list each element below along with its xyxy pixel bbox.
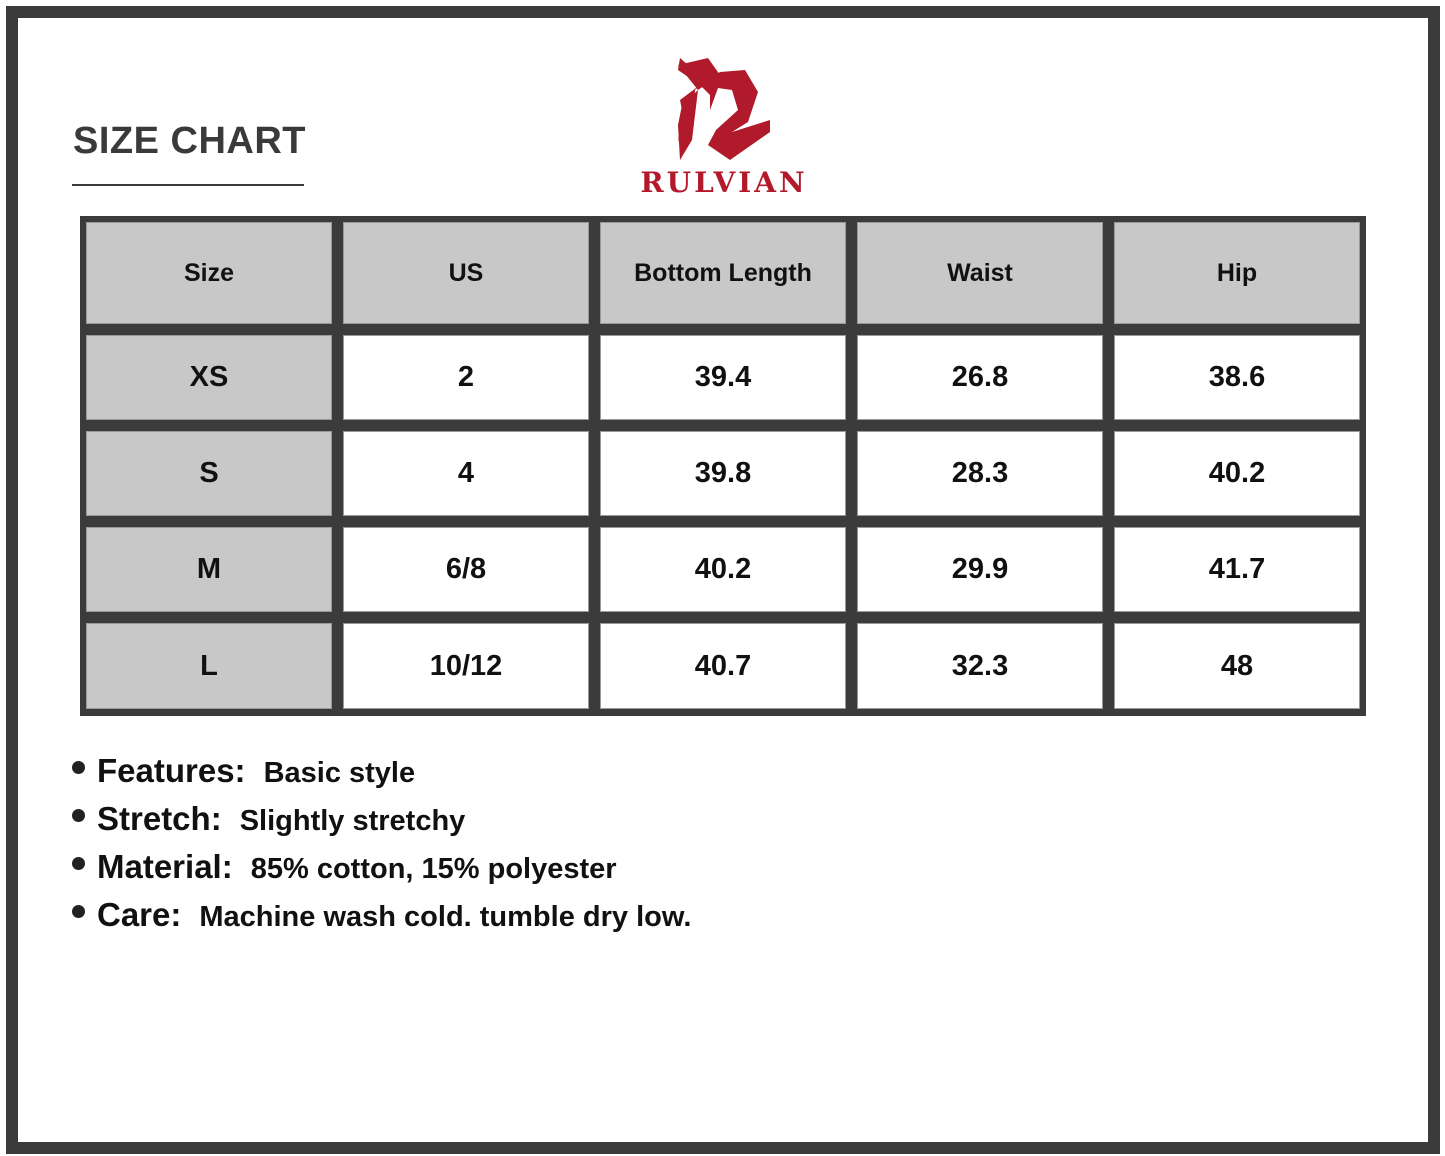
size-label-cell: L — [86, 623, 332, 709]
column-header: Waist — [857, 222, 1103, 324]
size-table: Size US Bottom Length Waist Hip XS 2 39.4 26.8 38… — [80, 216, 1366, 716]
brand-logo-icon — [678, 58, 770, 160]
column-header: Size — [86, 222, 332, 324]
table-cell: 2 — [343, 335, 589, 420]
feature-list: Features: Basic style Stretch: Slightly str… — [72, 752, 691, 944]
feature-value: 85% cotton, 15% polyester — [250, 853, 617, 885]
size-label-cell: M — [86, 527, 332, 612]
table-cell: 39.4 — [600, 335, 846, 420]
table-cell: 40.2 — [600, 527, 846, 612]
column-header: US — [343, 222, 589, 324]
table-cell: 4 — [343, 431, 589, 516]
table-cell: 41.7 — [1114, 527, 1360, 612]
table-cell: 32.3 — [857, 623, 1103, 709]
feature-item: Care: Machine wash cold. tumble dry low. — [72, 896, 691, 944]
bullet-icon — [72, 761, 85, 774]
page-frame — [6, 6, 1440, 1154]
feature-label: Care: — [97, 896, 182, 933]
table-cell: 26.8 — [857, 335, 1103, 420]
table-cell: 29.9 — [857, 527, 1103, 612]
feature-value: Slightly stretchy — [239, 805, 466, 837]
feature-label: Material: — [97, 848, 233, 885]
column-header: Hip — [1114, 222, 1360, 324]
table-cell: 39.8 — [600, 431, 846, 516]
feature-item: Features: Basic style — [72, 752, 691, 800]
feature-value: Basic style — [263, 757, 416, 789]
size-label-cell: S — [86, 431, 332, 516]
title-underline — [72, 184, 304, 186]
table-cell: 6/8 — [343, 527, 589, 612]
bullet-icon — [72, 905, 85, 918]
table-cell: 48 — [1114, 623, 1360, 709]
feature-label: Stretch: — [97, 800, 222, 837]
feature-label: Features: — [97, 752, 246, 789]
table-cell: 38.6 — [1114, 335, 1360, 420]
size-label-cell: XS — [86, 335, 332, 420]
feature-item: Stretch: Slightly stretchy — [72, 800, 691, 848]
feature-value: Machine wash cold. tumble dry low. — [199, 901, 692, 933]
table-cell: 40.2 — [1114, 431, 1360, 516]
feature-item: Material: 85% cotton, 15% polyester — [72, 848, 691, 896]
table-cell: 40.7 — [600, 623, 846, 709]
page-title: SIZE CHART — [73, 120, 306, 162]
bullet-icon — [72, 809, 85, 822]
table-cell: 10/12 — [343, 623, 589, 709]
bullet-icon — [72, 857, 85, 870]
column-header: Bottom Length — [600, 222, 846, 324]
brand-name: RULVIAN — [640, 166, 808, 199]
table-cell: 28.3 — [857, 431, 1103, 516]
